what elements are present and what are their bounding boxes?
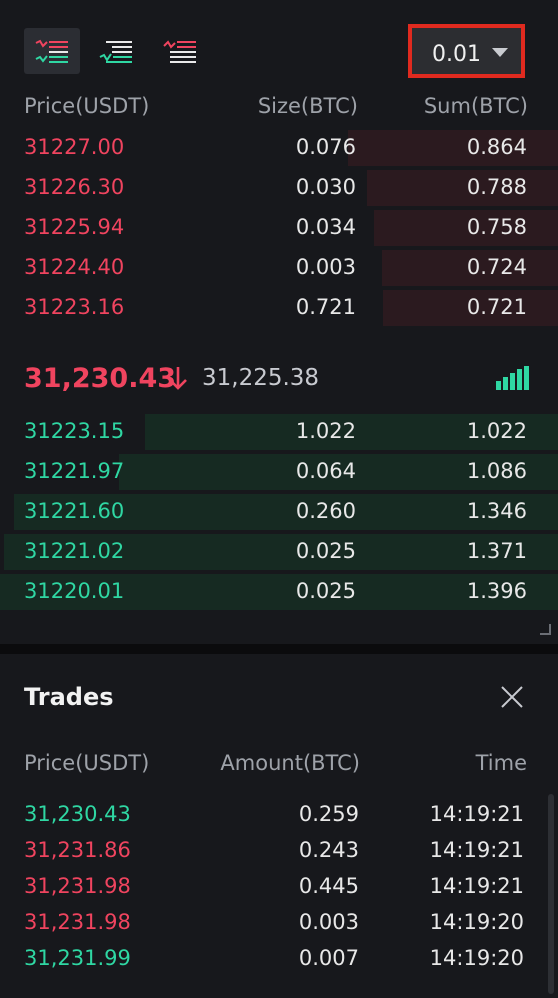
bid-size: 0.025 (295, 539, 356, 563)
bid-sum: 1.396 (466, 579, 527, 603)
trade-amount: 0.007 (298, 946, 359, 970)
ask-row[interactable]: 31223.16 0.721 0.721 (0, 290, 558, 326)
close-icon[interactable] (500, 685, 524, 709)
arrow-down-icon (169, 367, 187, 390)
bid-price: 31221.02 (24, 539, 125, 563)
trade-time: 14:19:21 (429, 802, 524, 826)
ask-sum: 0.788 (466, 175, 527, 199)
bid-sum: 1.346 (466, 499, 527, 523)
trade-amount: 0.445 (298, 874, 359, 898)
ask-size: 0.034 (295, 215, 356, 239)
trade-amount: 0.003 (298, 910, 359, 934)
trade-time: 14:19:21 (429, 838, 524, 862)
depth-bar (383, 290, 558, 326)
trades-title: Trades (24, 683, 114, 711)
depth-bar (118, 454, 558, 490)
header-size: Size(BTC) (257, 94, 358, 118)
precision-value: 0.01 (432, 42, 481, 67)
trade-row: 31,231.98 0.003 14:19:20 (0, 910, 540, 946)
depth-bar (348, 130, 558, 166)
depth-bar (374, 210, 558, 246)
bid-row[interactable]: 31221.97 0.064 1.086 (0, 454, 558, 490)
trade-amount: 0.259 (298, 802, 359, 826)
view-asks-button[interactable] (152, 28, 208, 74)
ask-row[interactable]: 31227.00 0.076 0.864 (0, 130, 558, 166)
mark-price: 31,225.38 (202, 365, 320, 391)
depth-bar (0, 574, 558, 610)
depth-bar (366, 170, 558, 206)
trade-price: 31,230.43 (24, 802, 131, 826)
trades-header-price: Price(USDT) (24, 751, 150, 775)
ask-price: 31226.30 (24, 175, 125, 199)
ask-row[interactable]: 31225.94 0.034 0.758 (0, 210, 558, 246)
trades-panel: Trades Price(USDT) Amount(BTC) Time 31,2… (0, 654, 558, 998)
trade-time: 14:19:20 (429, 946, 524, 970)
bid-row[interactable]: 31221.02 0.025 1.371 (0, 534, 558, 570)
orderbook-both-icon (35, 39, 68, 63)
depth-bar (3, 534, 558, 570)
ask-price: 31225.94 (24, 215, 125, 239)
bid-size: 1.022 (295, 419, 356, 443)
trade-price: 31,231.99 (24, 946, 131, 970)
bid-price: 31223.15 (24, 419, 125, 443)
ask-price: 31227.00 (24, 135, 125, 159)
last-price: 31,230.43 (24, 363, 177, 394)
trade-time: 14:19:20 (429, 910, 524, 934)
ask-price: 31224.40 (24, 255, 125, 279)
resize-handle-icon[interactable] (538, 622, 552, 636)
view-both-button[interactable] (24, 28, 80, 74)
trade-row: 31,231.98 0.445 14:19:21 (0, 874, 540, 910)
ask-row[interactable]: 31226.30 0.030 0.788 (0, 170, 558, 206)
ask-size: 0.030 (295, 175, 356, 199)
ask-sum: 0.721 (466, 295, 527, 319)
orderbook-asks-icon (163, 40, 196, 63)
ask-sum: 0.758 (466, 215, 527, 239)
trade-row: 31,231.99 0.007 14:19:20 (0, 946, 540, 982)
ask-sum: 0.724 (466, 255, 527, 279)
trades-header-amount: Amount(BTC) (220, 751, 360, 775)
orderbook-panel: 0.01 Price(USDT) Size(BTC) Sum(BTC) 3122… (0, 24, 558, 636)
bid-size: 0.064 (295, 459, 356, 483)
trade-price: 31,231.98 (24, 874, 131, 898)
bid-sum: 1.086 (466, 459, 527, 483)
header-sum: Sum(BTC) (423, 94, 528, 118)
ask-size: 0.721 (295, 295, 356, 319)
signal-strength-icon (496, 366, 529, 390)
precision-dropdown[interactable]: 0.01 (408, 24, 525, 78)
trade-price: 31,231.98 (24, 910, 131, 934)
trade-amount: 0.243 (298, 838, 359, 862)
bid-price: 31220.01 (24, 579, 125, 603)
bid-price: 31221.97 (24, 459, 125, 483)
bid-sum: 1.371 (466, 539, 527, 563)
bid-price: 31221.60 (24, 499, 125, 523)
ask-size: 0.003 (295, 255, 356, 279)
bid-size: 0.025 (295, 579, 356, 603)
trades-header-time: Time (475, 751, 527, 775)
depth-bar (145, 414, 558, 450)
header-price: Price(USDT) (24, 94, 150, 118)
panel-divider (0, 644, 558, 654)
bid-row[interactable]: 31223.15 1.022 1.022 (0, 414, 558, 450)
ask-sum: 0.864 (466, 135, 527, 159)
ask-price: 31223.16 (24, 295, 125, 319)
view-bids-button[interactable] (88, 28, 144, 74)
bid-sum: 1.022 (466, 419, 527, 443)
bid-size: 0.260 (295, 499, 356, 523)
depth-bar (382, 250, 558, 286)
trades-scrollbar[interactable] (548, 794, 554, 994)
trade-row: 31,230.43 0.259 14:19:21 (0, 802, 540, 838)
ask-row[interactable]: 31224.40 0.003 0.724 (0, 250, 558, 286)
caret-down-icon (492, 48, 508, 57)
ask-size: 0.076 (295, 135, 356, 159)
trade-time: 14:19:21 (429, 874, 524, 898)
trade-row: 31,231.86 0.243 14:19:21 (0, 838, 540, 874)
bid-row[interactable]: 31220.01 0.025 1.396 (0, 574, 558, 610)
orderbook-bids-icon (99, 41, 132, 63)
bid-row[interactable]: 31221.60 0.260 1.346 (0, 494, 558, 530)
depth-bar (13, 494, 558, 530)
trade-price: 31,231.86 (24, 838, 131, 862)
